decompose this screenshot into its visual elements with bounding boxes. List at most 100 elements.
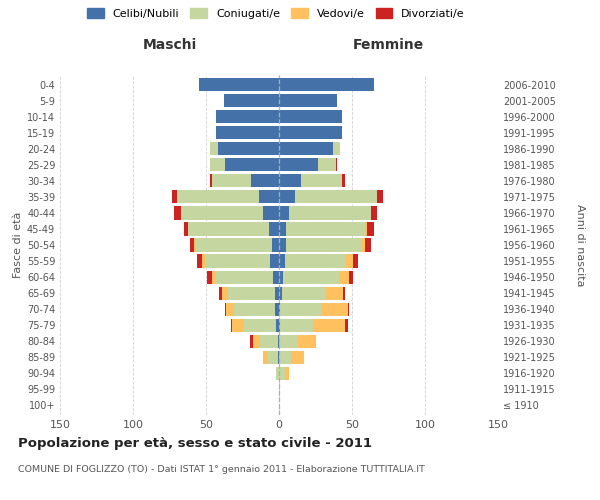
Bar [212,270,215,283]
Bar [339,270,349,283]
Bar [174,206,181,220]
Bar [222,286,228,300]
Bar [269,222,279,235]
Bar [279,334,298,348]
Bar [276,318,279,332]
Bar [276,366,279,380]
Bar [272,238,279,252]
Bar [208,270,212,283]
Bar [244,318,276,332]
Bar [219,286,222,300]
Bar [190,238,194,252]
Bar [322,302,347,316]
Bar [278,350,279,364]
Bar [211,142,218,156]
Bar [279,302,280,316]
Bar [216,126,279,140]
Bar [181,206,263,220]
Bar [279,254,285,268]
Bar [301,174,342,188]
Bar [285,254,346,268]
Bar [313,318,344,332]
Bar [188,222,269,235]
Bar [194,238,196,252]
Bar [336,158,337,172]
Bar [228,286,275,300]
Bar [326,286,343,300]
Bar [279,94,337,107]
Bar [279,190,295,203]
Bar [275,302,279,316]
Bar [279,270,283,283]
Bar [285,366,289,380]
Bar [197,254,202,268]
Bar [253,334,260,348]
Bar [279,318,280,332]
Text: COMUNE DI FOGLIZZO (TO) - Dati ISTAT 1° gennaio 2011 - Elaborazione TUTTITALIA.I: COMUNE DI FOGLIZZO (TO) - Dati ISTAT 1° … [18,466,425,474]
Bar [349,270,353,283]
Bar [279,206,289,220]
Bar [353,254,358,268]
Bar [225,158,279,172]
Bar [279,383,280,396]
Bar [184,222,188,235]
Bar [344,318,347,332]
Bar [177,190,259,203]
Bar [295,190,377,203]
Bar [280,302,322,316]
Bar [215,270,273,283]
Bar [282,286,326,300]
Bar [286,238,362,252]
Bar [268,350,278,364]
Bar [211,158,225,172]
Bar [377,190,383,203]
Bar [279,158,319,172]
Text: Maschi: Maschi [142,38,197,52]
Y-axis label: Anni di nascita: Anni di nascita [575,204,585,286]
Bar [362,238,365,252]
Bar [172,190,177,203]
Bar [211,174,212,188]
Bar [279,238,286,252]
Bar [279,366,285,380]
Bar [290,350,304,364]
Bar [279,286,282,300]
Bar [347,302,349,316]
Bar [212,174,251,188]
Bar [280,318,313,332]
Bar [367,222,374,235]
Bar [279,142,333,156]
Bar [279,110,342,124]
Bar [275,286,279,300]
Bar [225,302,226,316]
Bar [226,302,234,316]
Bar [196,238,272,252]
Bar [365,222,367,235]
Bar [298,334,316,348]
Bar [333,142,340,156]
Bar [278,334,279,348]
Legend: Celibi/Nubili, Coniugati/e, Vedovi/e, Divorziati/e: Celibi/Nubili, Coniugati/e, Vedovi/e, Di… [87,8,465,19]
Bar [286,222,365,235]
Bar [199,78,279,91]
Bar [250,334,253,348]
Bar [218,142,279,156]
Bar [259,190,279,203]
Bar [260,334,278,348]
Bar [279,174,301,188]
Bar [279,350,290,364]
Bar [343,286,344,300]
Bar [224,94,279,107]
Text: Popolazione per età, sesso e stato civile - 2011: Popolazione per età, sesso e stato civil… [18,438,372,450]
Bar [273,270,279,283]
Y-axis label: Fasce di età: Fasce di età [13,212,23,278]
Bar [231,318,232,332]
Bar [342,174,345,188]
Bar [263,206,279,220]
Bar [346,254,353,268]
Text: Femmine: Femmine [353,38,424,52]
Bar [365,238,371,252]
Bar [279,126,342,140]
Bar [279,78,374,91]
Bar [234,302,275,316]
